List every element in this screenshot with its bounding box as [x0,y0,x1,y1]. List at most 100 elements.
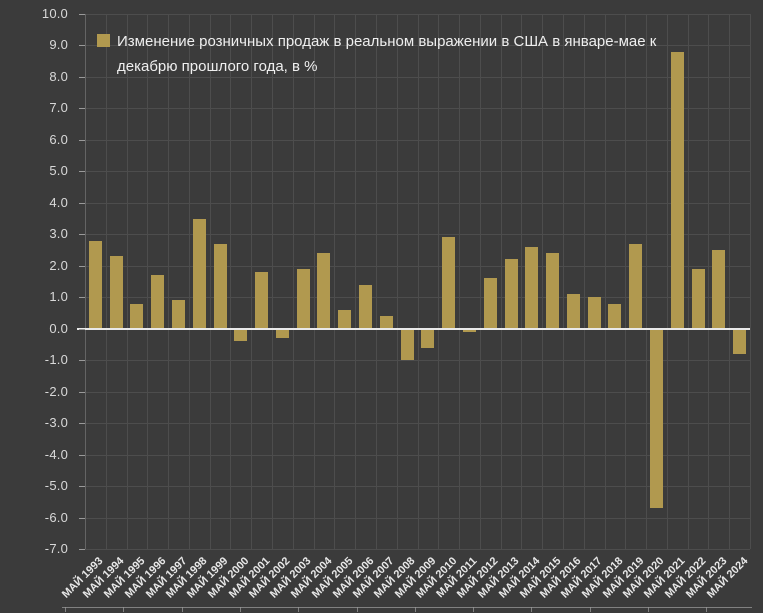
v-gridline [604,14,606,549]
y-axis-tick [79,486,85,488]
bar [649,328,663,509]
y-axis-tick [79,391,85,393]
bar [213,243,227,329]
bar [130,303,144,329]
v-gridline [375,14,377,549]
v-gridline [729,14,731,549]
y-axis-label: 7.0 [49,100,68,116]
bar [483,278,497,329]
v-gridline [209,14,211,549]
bar [109,256,123,329]
x-axis-tick [298,607,300,612]
x-axis-tick [65,607,66,612]
v-gridline [230,14,232,549]
y-axis-label: 5.0 [49,163,68,179]
y-axis-tick [79,76,85,78]
bar [421,328,435,348]
y-axis-tick [79,45,85,47]
bar [504,259,518,329]
y-axis-label: 10.0 [41,6,68,21]
y-axis-tick [79,234,85,236]
y-axis-label: 0.0 [49,320,68,336]
bar [442,237,456,329]
x-axis-tick [414,607,416,612]
v-gridline [396,14,398,549]
y-axis-label: -5.0 [44,478,68,494]
v-gridline [334,14,336,549]
v-gridline [126,14,128,549]
x-axis-line [62,607,752,608]
v-gridline [105,14,107,549]
bar [379,316,393,329]
v-gridline [459,14,461,549]
v-gridline [500,14,502,549]
bar [296,268,310,329]
v-gridline [438,14,440,549]
y-axis-label: 4.0 [49,194,68,210]
y-axis-tick [79,108,85,110]
v-gridline [708,14,710,549]
v-gridline [168,14,170,549]
bar [670,51,684,329]
v-gridline [646,14,648,549]
y-axis-line [85,14,86,549]
v-gridline [521,14,523,549]
legend: Изменение розничных продаж в реальном вы… [97,29,657,79]
bar [546,253,560,329]
bar [525,246,539,329]
y-axis-label: -7.0 [44,541,68,556]
y-axis-tick [79,328,85,330]
bar [275,328,289,339]
y-axis-label: 2.0 [49,257,68,273]
v-gridline [417,14,419,549]
x-axis-tick [181,607,183,612]
x-axis-tick [356,607,358,612]
y-axis-tick [79,14,85,15]
y-axis-label: -4.0 [44,446,68,462]
v-gridline [625,14,627,549]
h-gridline [85,549,750,550]
bar [359,284,373,329]
y-axis-label: 9.0 [49,37,68,53]
v-gridline [313,14,315,549]
v-gridline [583,14,585,549]
v-gridline [272,14,274,549]
v-gridline [562,14,564,549]
bar [317,253,331,329]
x-axis-tick [648,607,649,612]
x-axis-tick [531,607,533,612]
x-axis-tick [473,607,475,612]
y-axis-tick [79,517,85,519]
v-gridline [355,14,357,549]
bar [566,294,580,329]
v-gridline [750,14,751,549]
bar [192,218,206,329]
v-gridline [666,14,668,549]
legend-swatch-icon [97,34,110,47]
bar [462,328,476,332]
bar [629,243,643,329]
bar [587,297,601,329]
y-axis-tick [79,171,85,173]
v-gridline [687,14,689,549]
x-axis-tick [123,607,125,612]
bar [608,303,622,329]
y-axis-tick [79,202,85,204]
y-axis-label: 6.0 [49,131,68,147]
y-axis-tick [79,360,85,362]
bar [234,328,248,342]
x-axis-tick [589,607,591,612]
y-axis-tick [79,423,85,425]
v-gridline [479,14,481,549]
y-axis-label: 3.0 [49,226,68,242]
bar [88,240,102,329]
bar [400,328,414,361]
bar [151,275,165,329]
bar [338,309,352,329]
y-axis-label: 8.0 [49,68,68,84]
y-axis-tick [79,454,85,456]
zero-line [77,327,750,330]
y-axis-label: -1.0 [44,352,68,368]
v-gridline [147,14,149,549]
